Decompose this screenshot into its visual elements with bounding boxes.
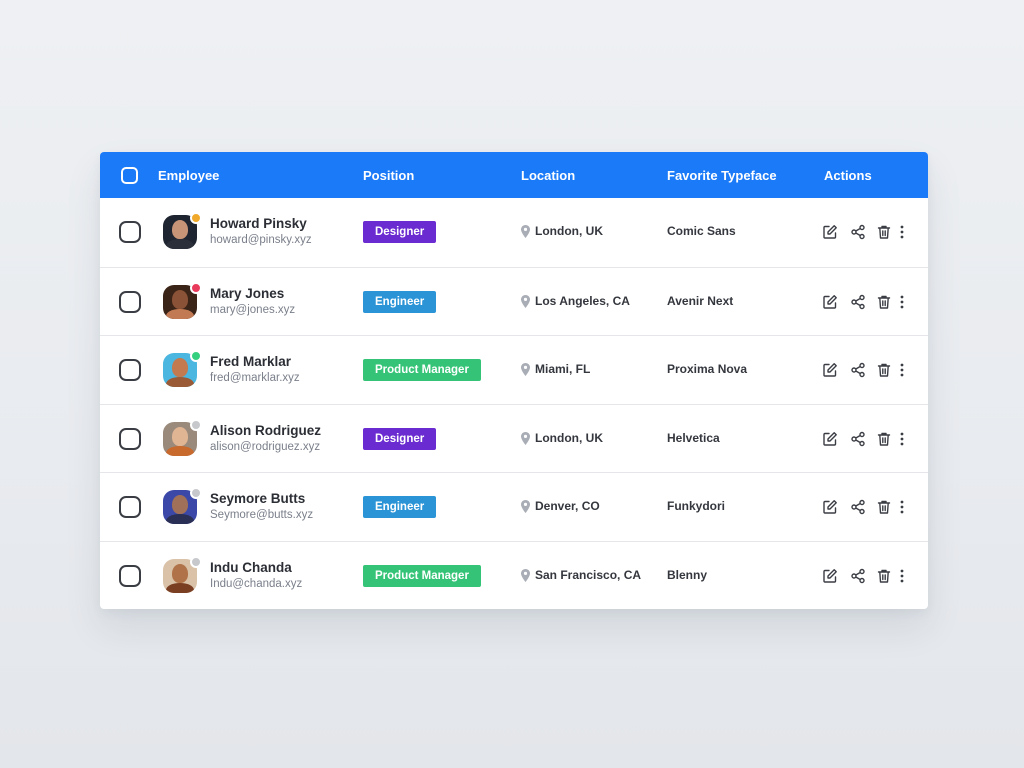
trash-icon[interactable] [876,224,892,240]
edit-icon[interactable] [822,568,838,584]
share-icon[interactable] [850,362,866,378]
avatar-image [163,284,197,319]
edit-icon[interactable] [822,362,838,378]
table-row: Alison Rodriguez alison@rodriguez.xyz De… [100,403,928,473]
position-badge: Designer [363,427,437,450]
map-pin-icon [521,500,530,513]
trash-icon[interactable] [876,568,892,584]
employee-table: Employee Position Location Favorite Type… [100,152,928,609]
trash-icon[interactable] [876,499,892,515]
employee-name: Seymore Butts [210,491,306,506]
share-icon[interactable] [850,568,866,584]
status-dot [190,350,202,362]
employee-email: Seymore@butts.xyz [210,509,314,521]
row-checkbox[interactable] [119,496,141,518]
location-text: Los Angeles, CA [535,293,630,308]
edit-icon[interactable] [822,431,838,447]
table-row: Seymore Butts Seymore@butts.xyz Engineer… [100,472,928,541]
table-body: Howard Pinsky howard@pinsky.xyz Designer… [100,198,928,609]
status-dot [190,418,202,431]
status-dot [190,487,202,499]
position-badge: Engineer [363,496,437,518]
more-vertical-icon[interactable] [898,294,906,310]
share-icon[interactable] [850,499,866,515]
location-text: London, UK [535,224,603,238]
map-pin-icon [521,363,530,376]
row-checkbox[interactable] [119,221,141,243]
row-checkbox[interactable] [119,564,141,587]
table-row: Indu Chanda Indu@chanda.xyz Product Mana… [100,540,928,610]
status-dot [190,212,202,224]
more-vertical-icon[interactable] [898,224,906,240]
employee-name: Indu Chanda [210,559,292,575]
employee-name: Howard Pinsky [210,216,307,231]
avatar-image [163,421,197,456]
trash-icon[interactable] [876,362,892,378]
row-checkbox[interactable] [119,359,141,381]
map-pin-icon [521,225,530,238]
select-all-checkbox[interactable] [121,167,138,184]
edit-icon[interactable] [822,294,838,310]
typeface-text: Avenir Next [667,293,734,308]
avatar [163,418,202,457]
more-vertical-icon[interactable] [898,499,906,515]
avatar [163,350,202,388]
position-badge: Engineer [363,290,437,313]
position-badge: Designer [363,221,437,243]
header-location[interactable]: Location [521,168,576,183]
header-employee[interactable]: Employee [158,168,220,183]
edit-icon[interactable] [822,499,838,515]
typeface-text: Helvetica [667,430,720,445]
typeface-text: Proxima Nova [667,362,748,376]
avatar [163,281,202,320]
employee-email: alison@rodriguez.xyz [210,440,321,453]
row-checkbox[interactable] [119,290,141,313]
edit-icon[interactable] [822,224,838,240]
employee-email: howard@pinsky.xyz [210,234,312,246]
position-badge: Product Manager [363,359,481,381]
employee-email: Indu@chanda.xyz [210,577,303,590]
status-dot [190,555,202,568]
avatar-image [163,490,197,524]
employee-email: fred@marklar.xyz [210,372,300,384]
table-header: Employee Position Location Favorite Type… [100,152,928,198]
more-vertical-icon[interactable] [898,362,906,378]
row-checkbox[interactable] [119,427,141,450]
employee-name: Fred Marklar [210,354,292,369]
header-actions: Actions [824,168,872,183]
employee-name: Alison Rodriguez [210,422,321,438]
trash-icon[interactable] [876,294,892,310]
employee-email: mary@jones.xyz [210,303,296,316]
map-pin-icon [521,431,530,445]
header-position[interactable]: Position [363,168,415,183]
table-row: Fred Marklar fred@marklar.xyz Product Ma… [100,335,928,404]
position-badge: Product Manager [363,564,481,587]
share-icon[interactable] [850,431,866,447]
employee-name: Mary Jones [210,285,285,301]
avatar [163,555,202,594]
status-dot [190,281,202,294]
more-vertical-icon[interactable] [898,568,906,584]
table-row: Howard Pinsky howard@pinsky.xyz Designer… [100,198,928,267]
location-text: San Francisco, CA [535,567,642,582]
share-icon[interactable] [850,294,866,310]
header-typeface[interactable]: Favorite Typeface [667,168,777,183]
table-row: Mary Jones mary@jones.xyz Engineer Los A… [100,266,928,336]
more-vertical-icon[interactable] [898,431,906,447]
typeface-text: Blenny [667,567,708,582]
share-icon[interactable] [850,224,866,240]
avatar [163,487,202,525]
location-text: London, UK [535,430,603,445]
trash-icon[interactable] [876,431,892,447]
map-pin-icon [521,568,530,582]
avatar [163,212,202,250]
location-text: Denver, CO [535,499,600,513]
typeface-text: Comic Sans [667,224,736,238]
typeface-text: Funkydori [667,499,726,513]
location-text: Miami, FL [535,362,591,376]
map-pin-icon [521,294,530,308]
